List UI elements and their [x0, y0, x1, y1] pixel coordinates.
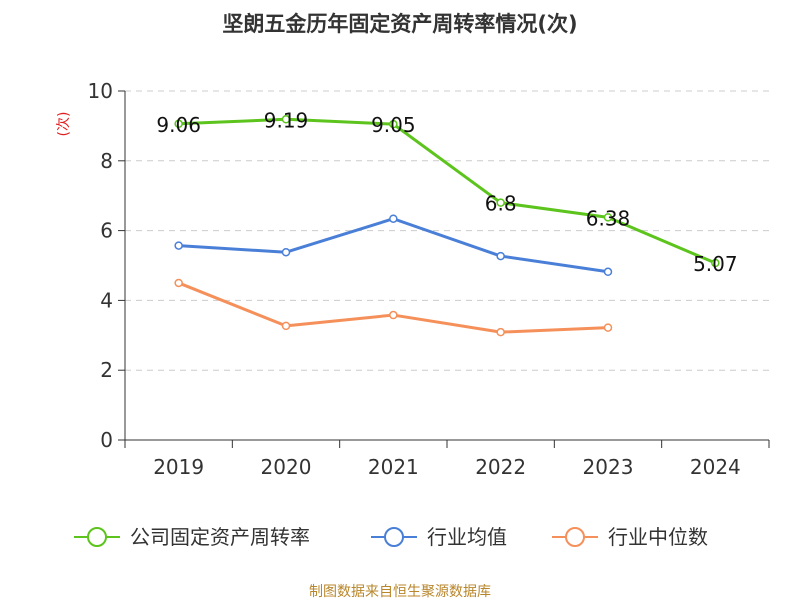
data-point — [281, 115, 291, 124]
data-point — [174, 278, 183, 288]
data-point — [174, 241, 183, 250]
data-point — [711, 258, 720, 268]
y-tick-label: 4 — [100, 288, 113, 312]
y-tick-label: 8 — [100, 149, 113, 173]
data-label: 6.38 — [586, 206, 631, 230]
legend-marker-circle — [565, 527, 585, 547]
legend-label: 行业均值 — [427, 525, 507, 549]
data-point — [281, 247, 291, 257]
series-line-2 — [178, 281, 609, 334]
axes: 0 2 4 6 8 10 2019 2020 2021 2022 2023 2024 — [88, 79, 770, 479]
source-note: 制图数据来自恒生聚源数据库 — [309, 584, 491, 600]
data-point — [389, 119, 398, 129]
data-point — [389, 310, 398, 320]
data-label: 6.8 — [485, 192, 517, 216]
y-tick-label: 2 — [100, 358, 113, 382]
y-tick-label: 6 — [100, 219, 113, 243]
grid — [125, 90, 769, 371]
x-tick-label: 2021 — [368, 455, 419, 479]
data-point — [496, 198, 505, 207]
x-tick-label: 2022 — [475, 455, 526, 479]
data-point — [389, 214, 398, 223]
x-tick-label: 2024 — [690, 455, 741, 479]
chart-title: 坚朗五金历年固定资产周转率情况(次) — [222, 12, 577, 36]
x-tick-label: 2019 — [153, 455, 204, 479]
legend-marker-circle — [87, 527, 107, 547]
y-axis-label: (次) — [56, 112, 72, 137]
data-point — [281, 321, 291, 331]
data-label: 9.06 — [156, 113, 201, 137]
data-label: 5.07 — [693, 252, 738, 276]
y-tick-label: 10 — [88, 79, 113, 103]
data-point — [496, 251, 505, 261]
legend-label: 行业中位数 — [608, 525, 708, 549]
data-label: 9.05 — [371, 113, 416, 137]
plot-area — [174, 115, 720, 337]
data-point — [174, 119, 183, 129]
series-line-1 — [178, 217, 609, 274]
series-line-0 — [178, 117, 716, 265]
data-point — [603, 213, 613, 222]
data-point — [603, 267, 613, 277]
data-labels: 9.06 9.19 9.05 6.8 6.38 5.07 — [156, 108, 737, 276]
x-tick-label: 2020 — [261, 455, 312, 479]
data-label: 9.19 — [264, 108, 309, 132]
legend: 公司固定资产周转率 行业均值 行业中位数 — [74, 525, 708, 549]
legend-marker-circle — [384, 527, 404, 547]
data-point — [603, 323, 613, 332]
data-point — [496, 327, 505, 337]
x-tick-label: 2023 — [583, 455, 634, 479]
y-tick-label: 0 — [100, 428, 113, 452]
legend-label: 公司固定资产周转率 — [130, 525, 310, 549]
